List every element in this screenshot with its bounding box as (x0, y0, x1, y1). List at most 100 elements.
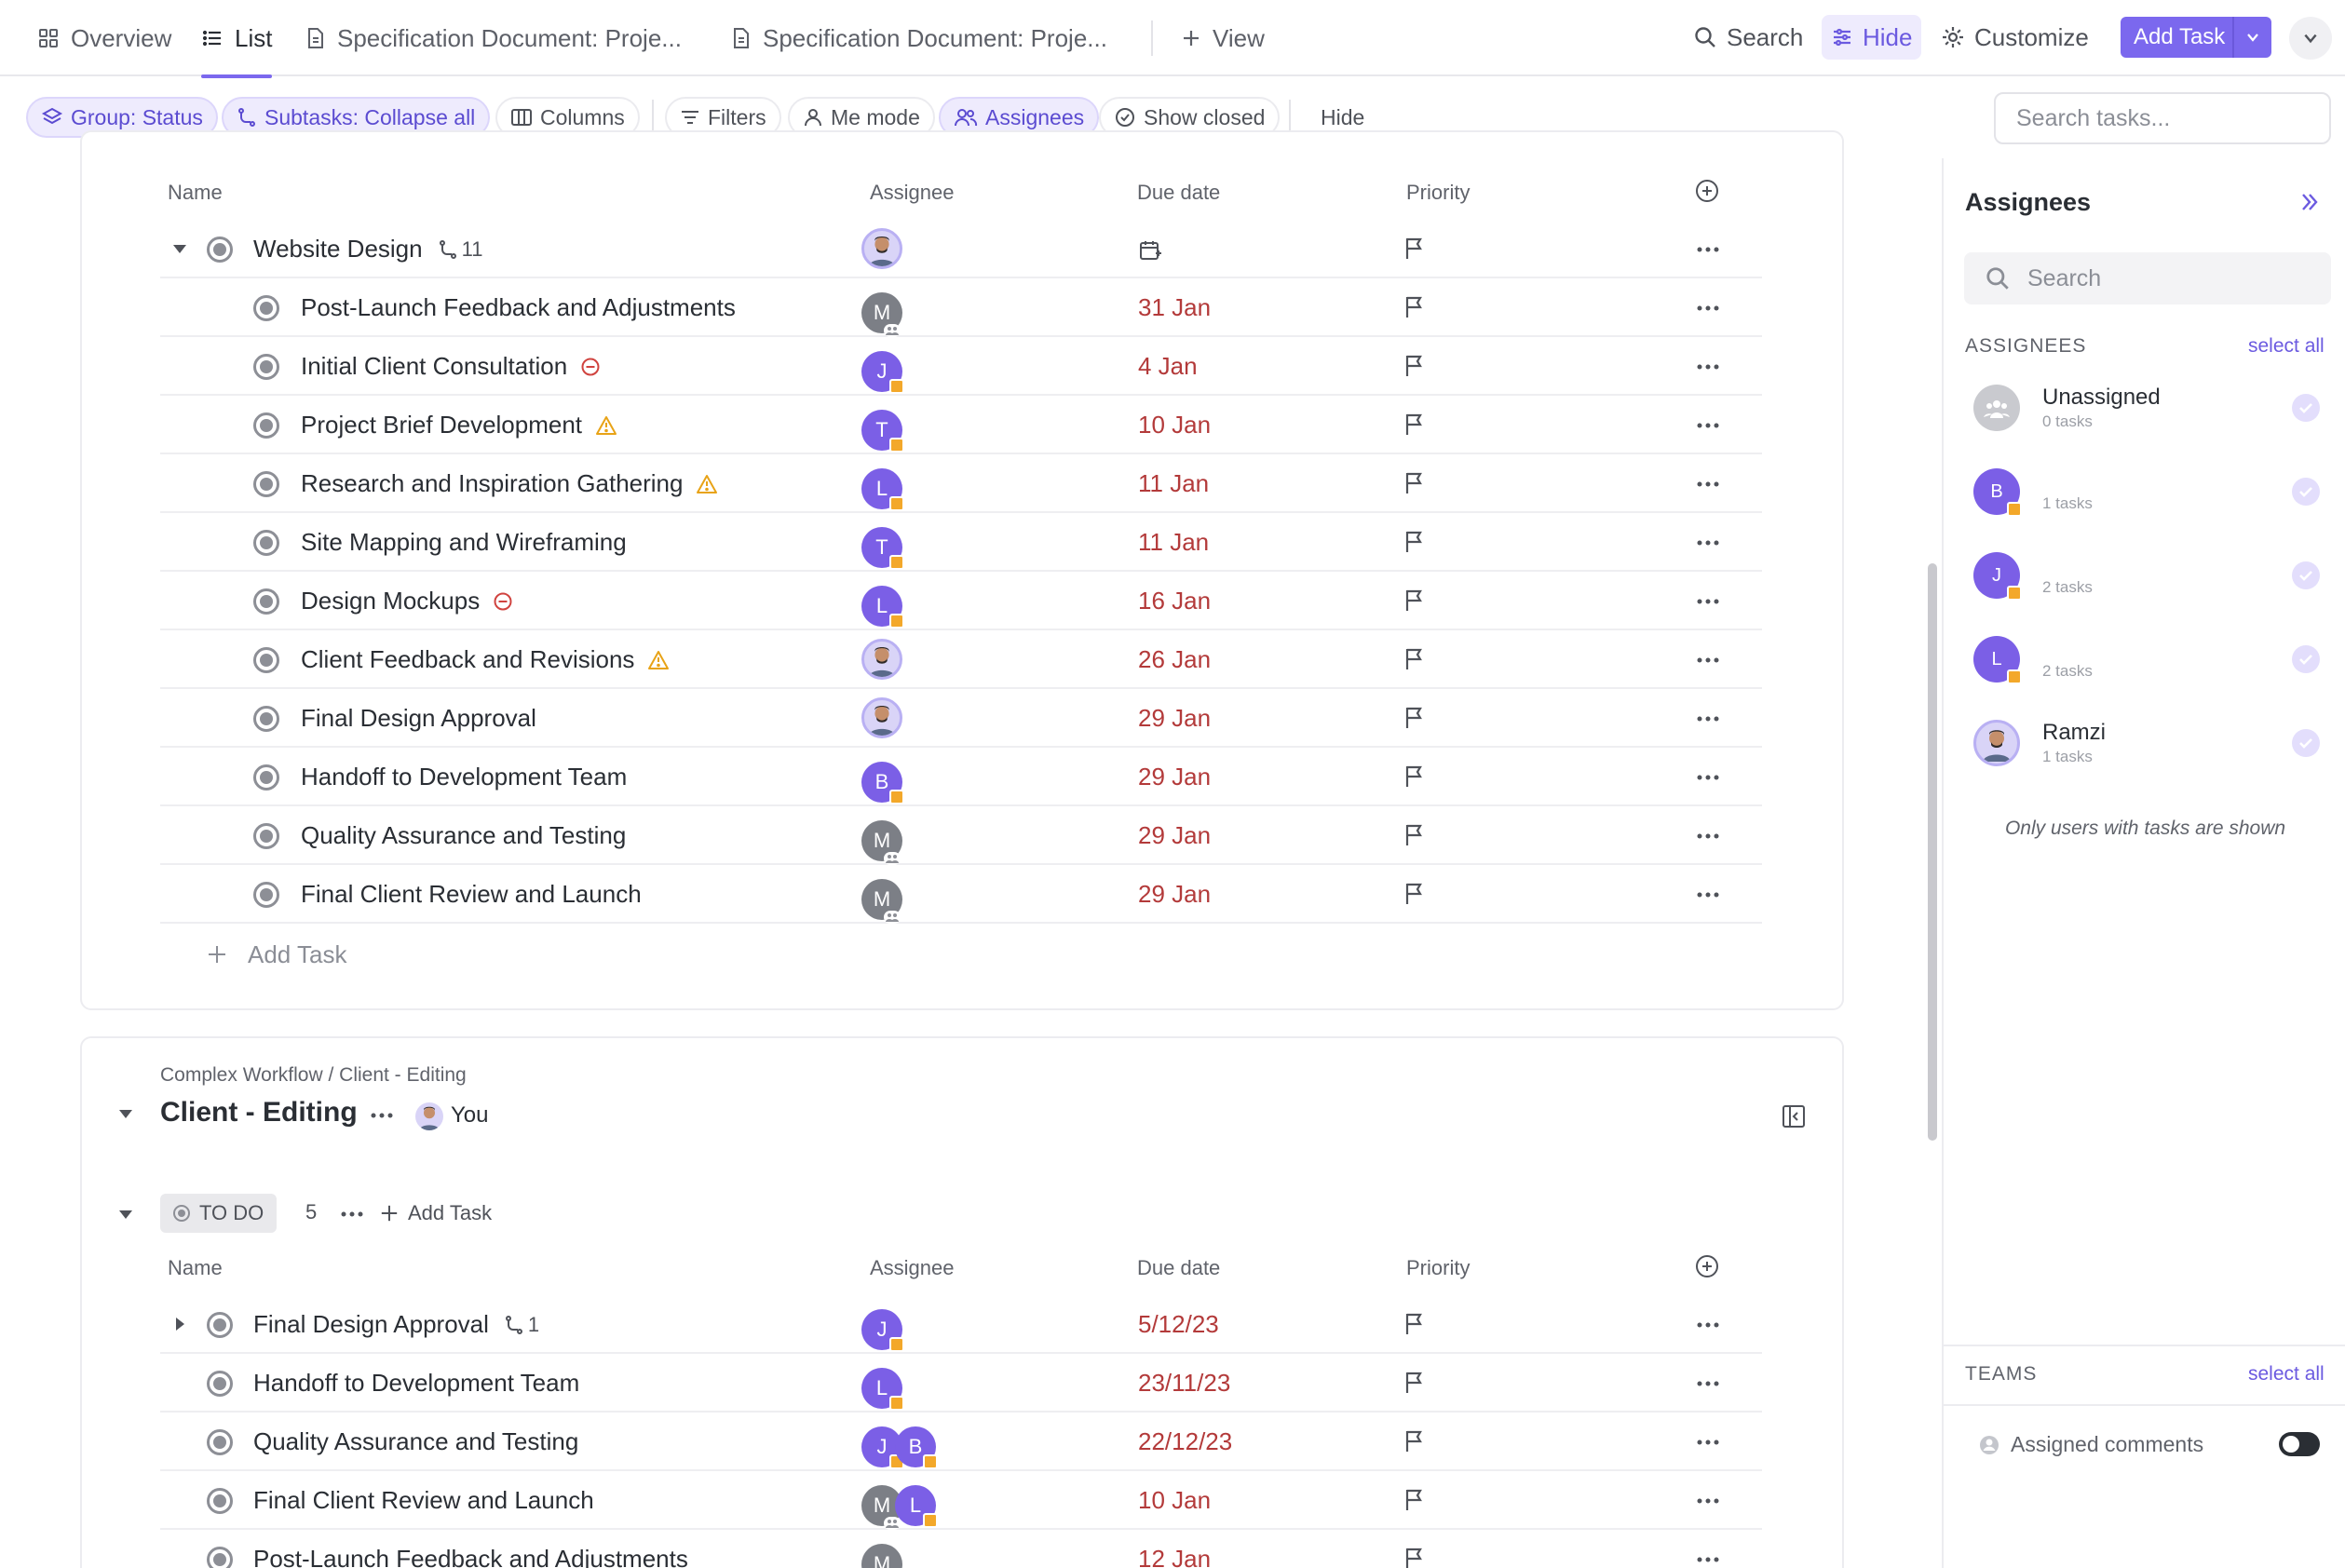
more-options-button[interactable] (2289, 17, 2332, 60)
status-circle-icon[interactable] (253, 588, 279, 615)
tab-list[interactable]: List (201, 0, 273, 78)
status-collapse-toggle[interactable] (117, 1206, 134, 1227)
assignee-checkbox[interactable] (2292, 394, 2320, 422)
collapse-toggle[interactable] (117, 1105, 134, 1127)
avatar[interactable]: M (861, 879, 902, 924)
table-row[interactable]: Final Client Review and Launch M L 10 Jan (160, 1471, 1762, 1530)
task-name[interactable]: Final Design Approval 1 (253, 1295, 539, 1354)
priority-flag[interactable] (1403, 471, 1426, 500)
status-circle-icon[interactable] (253, 354, 279, 380)
add-column-button[interactable] (1694, 178, 1720, 209)
row-more-button[interactable] (1695, 414, 1721, 441)
assignee-filter-item[interactable]: B 1 tasks (1973, 468, 2327, 534)
assignee-checkbox[interactable] (2292, 478, 2320, 506)
column-header-due-date[interactable]: Due date (1137, 1256, 1221, 1279)
due-date[interactable]: 4 Jan (1138, 352, 1198, 380)
priority-flag[interactable] (1403, 1312, 1426, 1341)
column-header-due-date[interactable]: Due date (1137, 181, 1221, 204)
table-row[interactable]: Quality Assurance and Testing M 29 Jan (160, 806, 1762, 865)
table-row[interactable]: Site Mapping and Wireframing T 11 Jan (160, 513, 1762, 572)
teams-select-all-link[interactable]: select all (2248, 1363, 2325, 1385)
priority-flag[interactable] (1403, 237, 1426, 265)
hide-chip[interactable]: Hide (1306, 97, 1379, 138)
column-header-priority[interactable]: Priority (1406, 181, 1471, 204)
due-date[interactable]: 5/12/23 (1138, 1310, 1219, 1338)
table-row[interactable]: Handoff to Development Team B 29 Jan (160, 748, 1762, 806)
due-date[interactable]: 29 Jan (1138, 880, 1212, 908)
row-more-button[interactable] (1695, 532, 1721, 559)
row-more-button[interactable] (1695, 1431, 1721, 1458)
table-row[interactable]: Final Design Approval 1 J 5/12/23 (160, 1295, 1762, 1354)
add-column-button[interactable] (1694, 1253, 1720, 1284)
table-row[interactable]: Post-Launch Feedback and Adjustments M 12 … (160, 1530, 1762, 1568)
task-name[interactable]: Quality Assurance and Testing (301, 806, 626, 865)
table-row[interactable]: Quality Assurance and Testing J B 22/12/23 (160, 1413, 1762, 1471)
priority-flag[interactable] (1403, 764, 1426, 793)
status-more-button[interactable] (339, 1203, 365, 1230)
due-date[interactable]: 11 Jan (1138, 528, 1210, 556)
table-row-parent[interactable]: Website Design 11 (160, 220, 1762, 278)
column-header-name[interactable]: Name (168, 1256, 223, 1279)
search-tasks-input[interactable] (1994, 92, 2331, 144)
status-circle-icon[interactable] (253, 530, 279, 556)
priority-flag[interactable] (1403, 1488, 1426, 1517)
task-name[interactable]: Post-Launch Feedback and Adjustments (253, 1530, 688, 1568)
table-row[interactable]: Post-Launch Feedback and Adjustments M 31 … (160, 278, 1762, 337)
warning-indicator[interactable] (696, 474, 718, 494)
row-more-button[interactable] (1695, 1490, 1721, 1517)
row-more-button[interactable] (1695, 238, 1721, 265)
task-name[interactable]: Handoff to Development Team (301, 748, 627, 806)
status-circle-icon[interactable] (207, 1547, 233, 1568)
task-name[interactable]: Client Feedback and Revisions (301, 630, 670, 689)
hide-button[interactable]: Hide (1822, 15, 1922, 60)
status-circle-icon[interactable] (253, 647, 279, 673)
row-more-button[interactable] (1695, 649, 1721, 676)
priority-flag[interactable] (1403, 1371, 1426, 1399)
status-circle-icon[interactable] (253, 412, 279, 439)
due-date[interactable]: 29 Jan (1138, 704, 1212, 732)
tab-spec-doc-2[interactable]: Specification Document: Proje... (731, 0, 1107, 76)
assignee-filter-item[interactable]: J 2 tasks (1973, 552, 2327, 617)
scrollbar[interactable] (1928, 563, 1937, 1141)
task-name[interactable]: Final Client Review and Launch (253, 1471, 594, 1530)
status-add-task-button[interactable]: Add Task (380, 1198, 492, 1228)
avatar[interactable]: M (861, 292, 902, 337)
status-circle-icon[interactable] (253, 471, 279, 497)
due-date[interactable]: 12 Jan (1138, 1545, 1212, 1568)
assignee-filter-item[interactable]: Unassigned 0 tasks (1973, 385, 2327, 450)
task-name[interactable]: Site Mapping and Wireframing (301, 513, 627, 572)
search-button[interactable]: Search (1684, 15, 1812, 60)
blocked-indicator[interactable] (493, 591, 513, 612)
priority-flag[interactable] (1403, 823, 1426, 852)
task-name[interactable]: Research and Inspiration Gathering (301, 454, 718, 513)
task-name[interactable]: Website Design 11 (253, 220, 482, 278)
expand-toggle[interactable] (171, 1316, 188, 1337)
table-row[interactable]: Handoff to Development Team L 23/11/23 (160, 1354, 1762, 1413)
column-header-name[interactable]: Name (168, 181, 223, 204)
due-date[interactable]: 29 Jan (1138, 821, 1212, 849)
show-closed-chip[interactable]: Show closed (1099, 97, 1281, 138)
row-more-button[interactable] (1695, 1314, 1721, 1341)
avatar[interactable]: J (861, 1309, 904, 1352)
row-more-button[interactable] (1695, 590, 1721, 617)
row-more-button[interactable] (1695, 297, 1721, 324)
status-circle-icon[interactable] (253, 764, 279, 791)
add-task-dropdown[interactable] (2234, 30, 2271, 45)
toggle-panel-button[interactable] (1781, 1103, 1807, 1134)
status-circle-icon[interactable] (253, 295, 279, 321)
priority-flag[interactable] (1403, 1547, 1426, 1568)
set-due-date-button[interactable] (1138, 238, 1162, 267)
due-date[interactable]: 26 Jan (1138, 645, 1212, 673)
add-task-row[interactable]: Add Task (207, 936, 346, 973)
assigned-comments-toggle[interactable] (2279, 1432, 2320, 1456)
avatar[interactable]: B (861, 762, 904, 804)
due-date[interactable]: 11 Jan (1138, 469, 1210, 497)
priority-flag[interactable] (1403, 706, 1426, 735)
assignee-checkbox[interactable] (2292, 645, 2320, 673)
priority-flag[interactable] (1403, 882, 1426, 911)
column-header-priority[interactable]: Priority (1406, 1256, 1471, 1279)
avatar[interactable]: L (895, 1485, 938, 1528)
tab-spec-doc-1[interactable]: Specification Document: Proje... (305, 0, 682, 76)
customize-button[interactable]: Customize (1932, 15, 2098, 60)
table-row[interactable]: Final Client Review and Launch M 29 Jan (160, 865, 1762, 924)
